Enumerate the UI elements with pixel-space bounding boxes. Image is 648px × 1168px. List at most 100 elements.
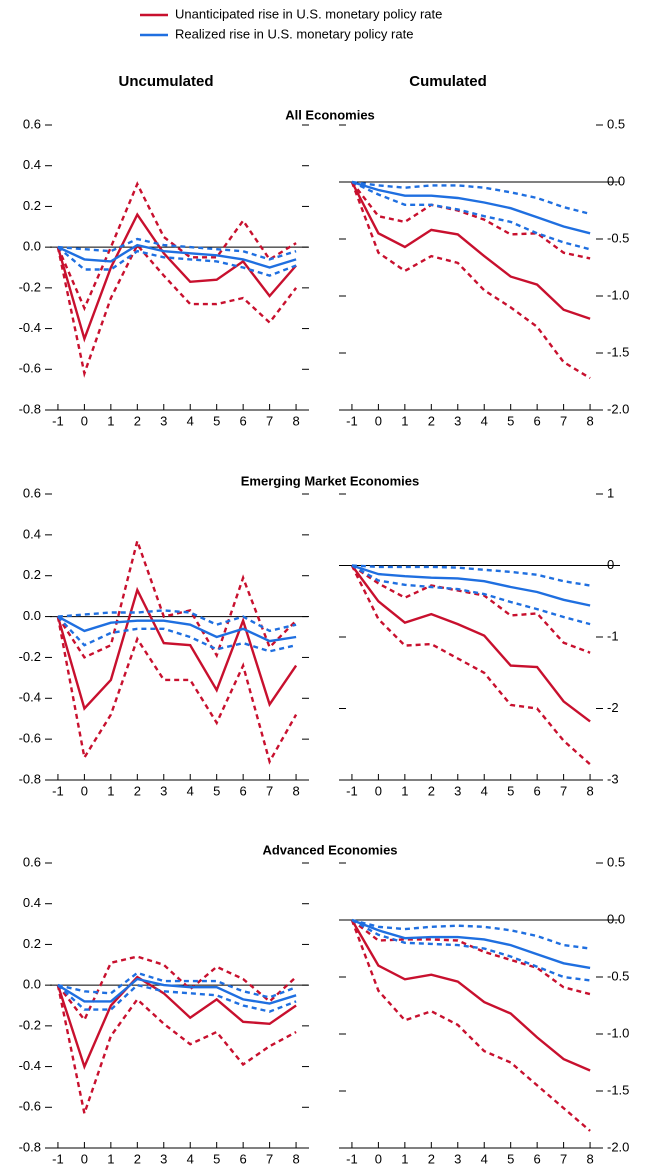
x-tick-label: 0 — [375, 413, 382, 428]
column-title: Uncumulated — [118, 73, 213, 90]
series-line — [350, 181, 591, 320]
x-tick-label: 8 — [292, 783, 299, 798]
x-tick-label: 0 — [81, 783, 88, 798]
x-tick-label: 0 — [81, 413, 88, 428]
x-tick-label: 2 — [428, 1151, 435, 1166]
x-tick-label: 4 — [187, 413, 194, 428]
row-title: All Economies — [285, 107, 375, 122]
y-tick-label: -0.8 — [19, 771, 41, 786]
x-tick-label: -1 — [52, 1151, 64, 1166]
series-line — [351, 918, 591, 970]
band-line — [56, 536, 297, 659]
x-tick-label: 2 — [134, 783, 141, 798]
band-line — [57, 983, 297, 1013]
y-tick-label: 0.0 — [23, 239, 41, 254]
y-tick-label: -1.5 — [607, 344, 629, 359]
x-tick-label: 7 — [266, 783, 273, 798]
band-line — [57, 609, 297, 633]
y-tick-label: -0.2 — [19, 649, 41, 664]
y-tick-label: -2 — [607, 700, 619, 715]
band-line — [350, 181, 591, 380]
y-tick-label: 0.0 — [23, 977, 41, 992]
band-line — [56, 181, 297, 312]
y-tick-label: -0.2 — [19, 1017, 41, 1032]
x-tick-label: 4 — [481, 1151, 488, 1166]
x-tick-label: 1 — [107, 413, 114, 428]
band-line — [351, 918, 591, 950]
x-tick-label: 7 — [266, 413, 273, 428]
y-tick-label: -1.0 — [607, 287, 629, 302]
band-line — [351, 180, 591, 251]
band-line — [57, 971, 297, 999]
x-tick-label: 6 — [534, 413, 541, 428]
x-tick-label: 3 — [454, 413, 461, 428]
series-line — [57, 615, 297, 643]
x-tick-label: 7 — [560, 1151, 567, 1166]
x-tick-label: 4 — [187, 783, 194, 798]
y-tick-label: -1.5 — [607, 1082, 629, 1097]
x-tick-label: -1 — [346, 413, 358, 428]
y-tick-label: 0.0 — [607, 911, 625, 926]
series-line — [56, 212, 298, 343]
x-tick-label: 2 — [428, 783, 435, 798]
x-tick-label: 8 — [292, 413, 299, 428]
y-tick-label: -0.4 — [19, 690, 41, 705]
x-tick-label: 3 — [160, 783, 167, 798]
y-tick-label: -3 — [607, 771, 619, 786]
x-tick-label: 3 — [160, 413, 167, 428]
y-tick-label: -0.2 — [19, 279, 41, 294]
series-line — [351, 564, 591, 607]
legend-label: Realized rise in U.S. monetary policy ra… — [175, 26, 413, 41]
y-tick-label: -2.0 — [607, 1139, 629, 1154]
band-line — [57, 246, 297, 277]
y-tick-label: -0.4 — [19, 1058, 41, 1073]
y-tick-label: -0.4 — [19, 320, 41, 335]
y-tick-label: -1.0 — [607, 1025, 629, 1040]
x-tick-label: 1 — [107, 1151, 114, 1166]
band-line — [56, 984, 297, 1118]
series-line — [350, 919, 591, 1072]
x-tick-label: 5 — [507, 783, 514, 798]
y-tick-label: 0.4 — [23, 526, 41, 541]
y-tick-label: 0.4 — [23, 895, 41, 910]
y-tick-label: 0.0 — [607, 173, 625, 188]
x-tick-label: 0 — [375, 783, 382, 798]
band-line — [56, 242, 298, 378]
series-line — [57, 977, 297, 1005]
y-tick-label: 0.5 — [607, 854, 625, 869]
x-tick-label: 1 — [401, 413, 408, 428]
y-tick-label: 0.6 — [23, 854, 41, 869]
y-tick-label: 0.6 — [23, 485, 41, 500]
x-tick-label: 3 — [454, 783, 461, 798]
x-tick-label: 1 — [401, 783, 408, 798]
y-tick-label: 0.2 — [23, 198, 41, 213]
x-tick-label: 8 — [586, 413, 593, 428]
y-tick-label: 0.2 — [23, 936, 41, 951]
x-tick-label: 7 — [560, 413, 567, 428]
y-tick-label: 0.5 — [607, 116, 625, 131]
y-tick-label: 0.4 — [23, 157, 41, 172]
x-tick-label: -1 — [52, 783, 64, 798]
y-tick-label: -0.6 — [19, 731, 41, 746]
x-tick-label: 1 — [401, 1151, 408, 1166]
x-tick-label: 6 — [240, 783, 247, 798]
x-tick-label: 6 — [534, 783, 541, 798]
y-tick-label: 0.0 — [23, 608, 41, 623]
x-tick-label: -1 — [346, 1151, 358, 1166]
band-line — [351, 919, 591, 996]
legend-label: Unanticipated rise in U.S. monetary poli… — [175, 6, 442, 21]
x-tick-label: 7 — [266, 1151, 273, 1166]
y-tick-label: 0.2 — [23, 567, 41, 582]
x-tick-label: 5 — [507, 1151, 514, 1166]
band-line — [351, 564, 591, 654]
x-tick-label: 2 — [134, 413, 141, 428]
band-line — [350, 181, 591, 260]
band-line — [351, 564, 591, 587]
x-tick-label: 5 — [213, 413, 220, 428]
x-tick-label: 6 — [534, 1151, 541, 1166]
x-tick-label: 3 — [454, 1151, 461, 1166]
x-tick-label: 1 — [107, 783, 114, 798]
x-tick-label: 6 — [240, 413, 247, 428]
row-title: Emerging Market Economies — [241, 473, 419, 488]
